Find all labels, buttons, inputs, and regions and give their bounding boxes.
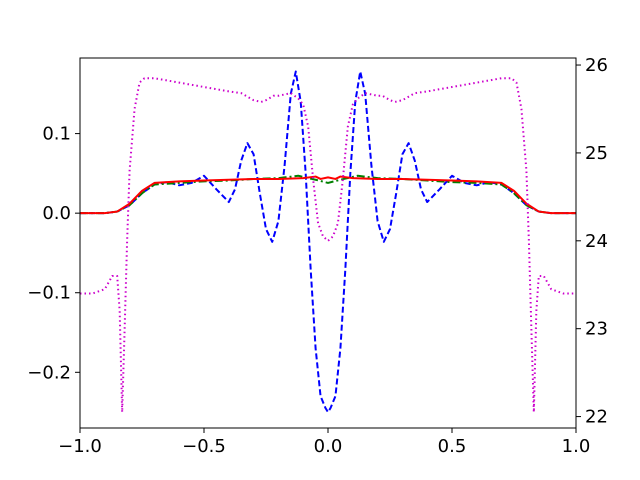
x-tick-label: −0.5 [182,436,226,457]
series-line-2 [80,174,576,215]
y-left-tick-label: 0.0 [42,203,71,224]
y-right-tick-label: 24 [585,231,608,252]
plot-frame [79,57,577,429]
series-line-3 [80,175,576,215]
y-right-tick-label: 22 [585,407,608,428]
series-line-1 [80,70,576,414]
x-tick-label: 0.0 [314,436,343,457]
y-right-tick-label: 25 [585,143,608,164]
y-right-tick-label: 26 [585,55,608,76]
x-tick-label: 0.5 [438,436,467,457]
x-axis: −1.0 −0.5 0.0 0.5 1.0 [58,428,590,457]
y-axis-left: −0.2 −0.1 0.0 0.1 [27,124,80,383]
y-axis-right: 22 23 24 25 26 [576,55,608,428]
y-left-tick-label: 0.1 [42,124,71,145]
series-line-4 [80,77,576,414]
y-left-tick-label: −0.2 [27,362,71,383]
series-layer [80,70,576,414]
x-tick-label: −1.0 [58,436,102,457]
y-left-tick-label: −0.1 [27,283,71,304]
y-right-tick-label: 23 [585,319,608,340]
x-tick-label: 1.0 [562,436,591,457]
